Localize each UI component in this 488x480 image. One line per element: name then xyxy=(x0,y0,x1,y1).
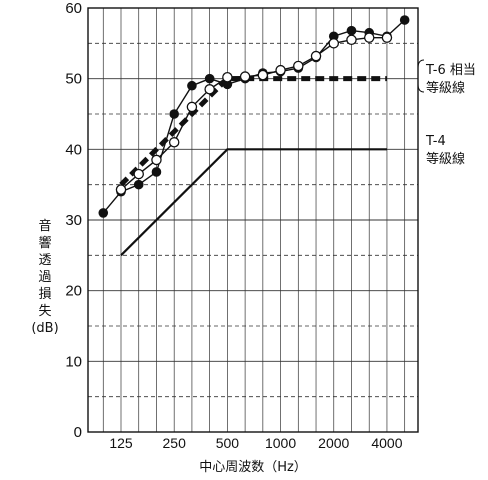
filled-data-point xyxy=(187,80,197,91)
t4-label-line2: 等級線 xyxy=(426,151,465,167)
x-tick-label: 2000 xyxy=(318,435,349,451)
open-data-point xyxy=(186,101,198,113)
y-tick-labels: 0 10 20 30 40 50 60 xyxy=(65,0,82,441)
open-data-point xyxy=(310,50,322,62)
filled-data-point xyxy=(133,179,144,190)
open-data-point xyxy=(168,137,180,148)
open-data-point xyxy=(204,84,215,95)
filled-series-line xyxy=(102,19,406,214)
y-axis-label-char: 損 xyxy=(38,287,51,302)
filled-data-point xyxy=(169,109,179,119)
open-data-point xyxy=(151,154,162,166)
t6-bracket xyxy=(417,59,425,93)
filled-data-point xyxy=(346,25,357,36)
t4-grade-line xyxy=(120,148,387,257)
open-data-point xyxy=(275,64,286,76)
open-data-point xyxy=(363,32,375,43)
filled-data-point xyxy=(399,15,410,25)
open-data-point xyxy=(115,184,127,195)
x-tick-label: 250 xyxy=(163,435,187,451)
filled-data-point xyxy=(204,73,215,84)
open-data-point xyxy=(293,60,304,72)
y-axis-label-char: 過 xyxy=(38,270,51,285)
y-axis-label-char: 透 xyxy=(38,253,51,268)
y-tick-label: 10 xyxy=(65,353,82,370)
y-tick-label: 60 xyxy=(65,0,82,17)
x-tick-label: 500 xyxy=(216,435,240,451)
y-tick-label: 20 xyxy=(65,283,82,300)
open-data-point xyxy=(346,34,357,46)
filled-data-point xyxy=(98,208,109,218)
y-axis-label-char: (dB) xyxy=(31,321,58,336)
open-data-point xyxy=(133,168,144,180)
y-tick-label: 0 xyxy=(74,424,82,441)
y-axis-label-char: 失 xyxy=(38,304,51,319)
y-axis-label-char: 響 xyxy=(38,235,51,251)
t6-label-line1: T-6 相当 xyxy=(425,63,476,78)
grid xyxy=(88,8,418,432)
x-axis-label: 中心周波数（Hz） xyxy=(199,460,307,475)
y-axis-label-char: 音 xyxy=(38,218,51,234)
y-tick-label: 30 xyxy=(65,212,82,229)
open-data-point xyxy=(381,32,393,43)
open-data-point xyxy=(328,38,340,49)
t6-grade-line xyxy=(119,76,387,187)
open-data-point xyxy=(222,72,233,83)
x-tick-label: 1000 xyxy=(265,435,296,451)
x-tick-labels: 125 250 500 1000 2000 4000 xyxy=(109,435,402,451)
open-data-point xyxy=(239,71,251,82)
y-tick-label: 40 xyxy=(65,141,82,158)
open-series-line xyxy=(120,36,387,191)
series-layer xyxy=(98,15,410,257)
t6-label-line2: 等級線 xyxy=(426,80,465,96)
annotations: T-6 相当 等級線 T-4 等級線 xyxy=(417,59,476,167)
x-tick-label: 125 xyxy=(109,435,133,451)
t4-label-line1: T-4 xyxy=(425,134,446,149)
filled-data-point xyxy=(151,167,162,177)
plot-frame xyxy=(87,7,419,433)
y-tick-label: 50 xyxy=(65,71,82,88)
x-tick-label: 4000 xyxy=(371,435,402,451)
open-data-point xyxy=(257,69,269,81)
